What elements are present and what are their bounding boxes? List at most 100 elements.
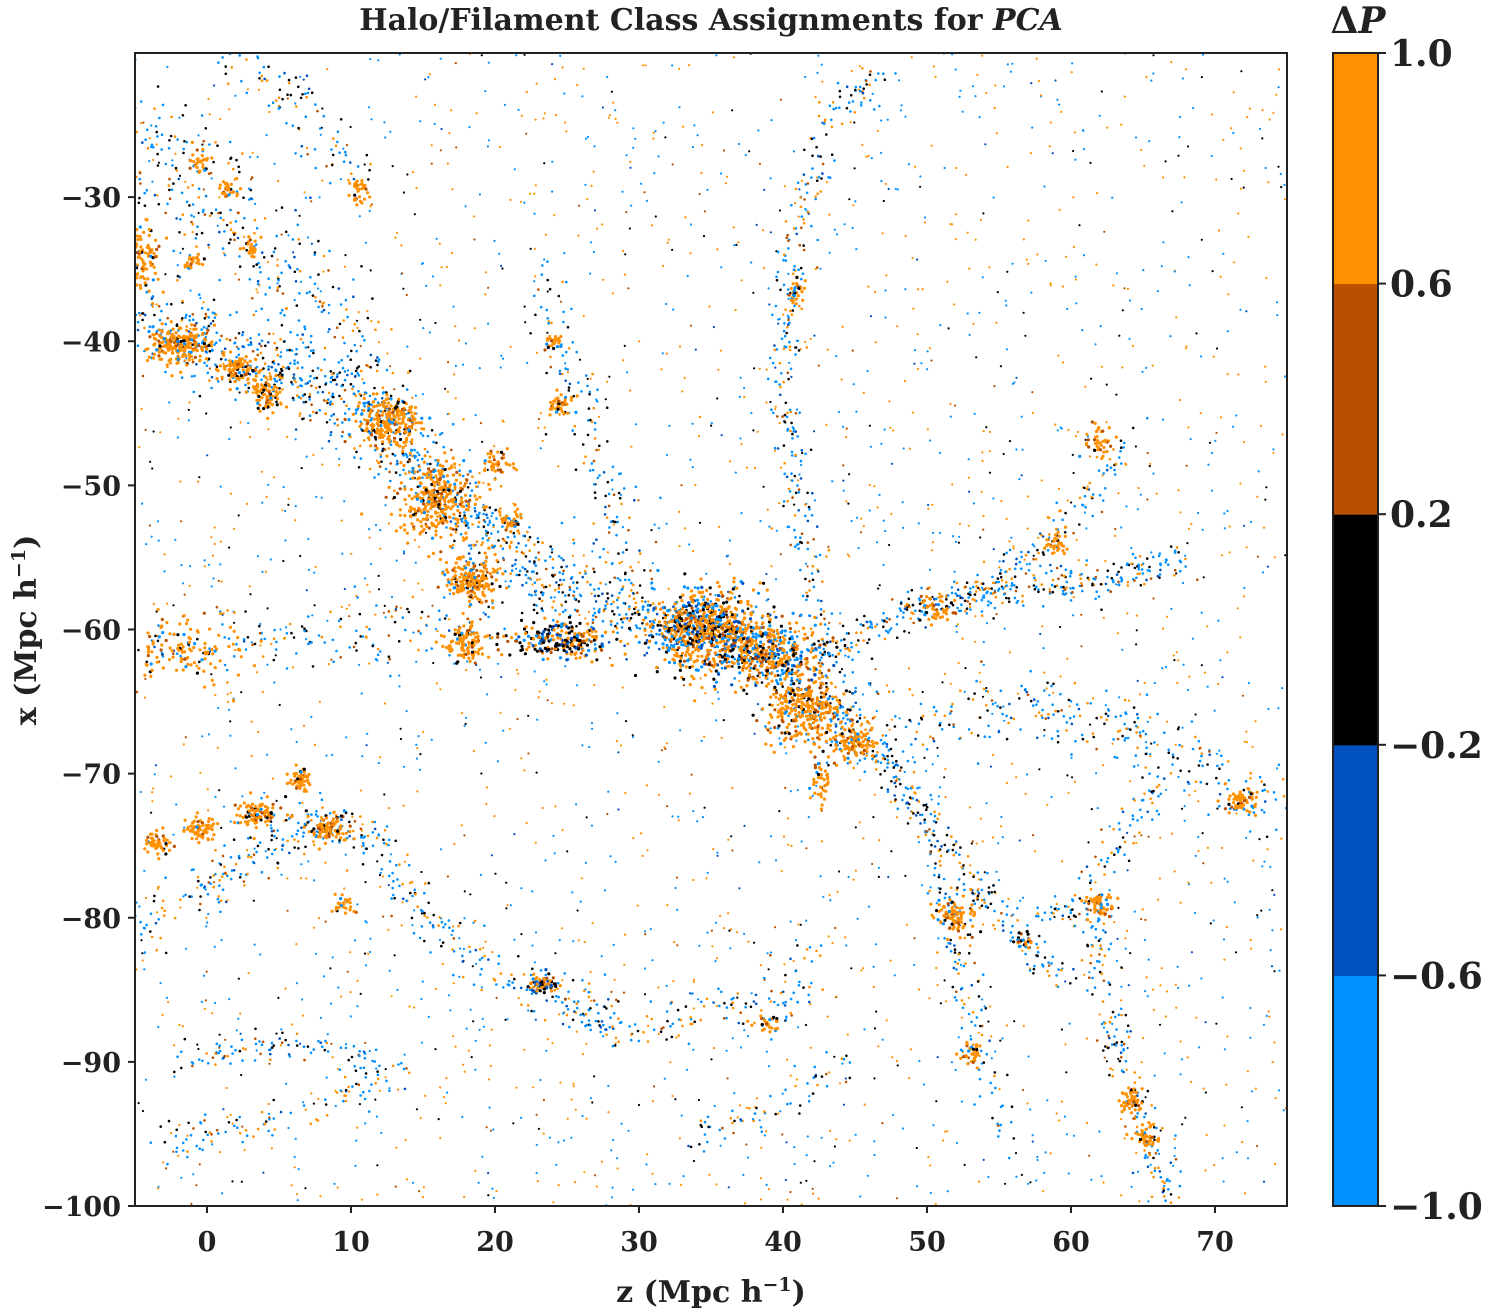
data-point [874, 291, 877, 294]
data-point [281, 365, 285, 369]
data-point [1171, 832, 1174, 835]
data-point [757, 129, 760, 132]
data-point [1235, 1151, 1238, 1154]
data-point [1139, 493, 1142, 496]
data-point [1112, 580, 1115, 584]
data-point [884, 734, 888, 737]
data-point [593, 611, 597, 615]
data-point [823, 653, 826, 656]
data-point [1117, 580, 1120, 584]
data-point [1077, 559, 1080, 562]
data-point [353, 456, 356, 459]
data-point [934, 75, 937, 78]
data-point [341, 366, 345, 370]
data-point [678, 510, 681, 513]
data-point [610, 1149, 613, 1152]
data-point [1152, 472, 1155, 475]
data-point [178, 1123, 181, 1127]
data-point [468, 544, 471, 547]
data-point [985, 686, 988, 690]
data-point [464, 519, 467, 522]
data-point [842, 489, 845, 492]
data-point [296, 385, 300, 389]
data-point [1117, 456, 1121, 459]
data-point [284, 509, 287, 513]
data-point [281, 509, 284, 512]
data-point [219, 117, 222, 121]
data-point [729, 460, 732, 463]
data-point [422, 1186, 425, 1189]
data-point [450, 933, 453, 937]
data-point [582, 314, 585, 318]
data-point [924, 626, 927, 629]
data-point [148, 325, 152, 329]
data-point [262, 255, 266, 259]
data-point [786, 1058, 789, 1061]
data-point [981, 840, 984, 843]
data-point [825, 423, 828, 426]
data-point [645, 639, 649, 642]
data-point [434, 1048, 437, 1051]
data-point [919, 185, 922, 188]
data-point [1135, 643, 1138, 646]
data-point [415, 1108, 419, 1111]
data-point [705, 572, 708, 575]
data-point [369, 269, 372, 272]
data-point [528, 526, 531, 529]
data-point [842, 425, 845, 428]
data-point [290, 728, 293, 731]
data-point [1042, 605, 1045, 608]
data-point [473, 238, 476, 241]
data-point [839, 649, 842, 652]
data-point [781, 1092, 784, 1095]
data-point [999, 568, 1003, 572]
data-point [237, 278, 241, 281]
data-point [876, 692, 880, 695]
data-point [517, 532, 521, 535]
data-point [588, 745, 591, 749]
data-point [645, 199, 649, 202]
data-point [750, 620, 753, 623]
data-point [937, 937, 940, 940]
data-point [122, 105, 125, 108]
data-point [838, 670, 842, 674]
data-point [177, 417, 180, 420]
data-point [1051, 590, 1055, 594]
data-point [908, 1077, 911, 1080]
data-point [1067, 791, 1070, 794]
data-point [744, 632, 748, 635]
data-point [738, 142, 741, 146]
data-point [632, 127, 635, 130]
data-point [452, 982, 455, 985]
data-point [616, 1157, 619, 1160]
data-point [201, 143, 204, 146]
data-point [597, 594, 600, 598]
data-point [842, 464, 845, 467]
data-point [1148, 465, 1151, 468]
data-point [777, 322, 780, 325]
data-point [1013, 567, 1017, 571]
data-point [967, 524, 970, 527]
data-point [938, 592, 941, 596]
data-point [541, 593, 545, 597]
data-point [1243, 740, 1246, 743]
data-point [287, 1126, 290, 1130]
data-point [208, 113, 211, 116]
data-point [927, 503, 930, 507]
data-point [292, 373, 296, 376]
data-point [248, 278, 252, 281]
data-point [276, 264, 279, 267]
data-point [295, 304, 299, 307]
data-point [482, 525, 486, 528]
data-point [896, 325, 899, 328]
data-point [373, 476, 376, 479]
data-point [973, 599, 977, 602]
data-point [1029, 1181, 1032, 1184]
data-point [380, 1131, 383, 1134]
data-point [529, 247, 532, 250]
data-point [532, 1086, 535, 1089]
data-point [237, 332, 241, 335]
data-point [356, 326, 359, 329]
data-point [536, 540, 540, 544]
data-point [1021, 1088, 1025, 1092]
